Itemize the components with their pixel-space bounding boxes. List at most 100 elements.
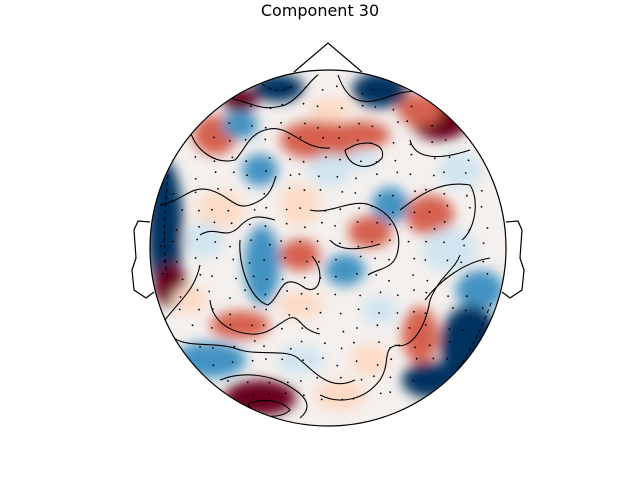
sensor-dot-272: [360, 378, 363, 381]
sensor-dot-131: [214, 241, 217, 243]
sensor-dot-253: [251, 359, 254, 362]
field-region-29: [402, 307, 438, 363]
sensor-dot-254: [265, 358, 267, 360]
contour-line-9: [329, 239, 381, 250]
sensor-dot-251: [212, 364, 215, 367]
contour-line-12: [169, 334, 356, 385]
contour-line-0: [159, 175, 277, 207]
sensor-dot-82: [319, 189, 322, 191]
sensor-dot-174: [303, 276, 306, 279]
sensor-dot-214: [396, 312, 399, 314]
sensor-dot-16: [228, 122, 231, 124]
sensor-dot-200: [447, 295, 449, 297]
sensor-dot-44: [231, 156, 234, 159]
sensor-dot-6: [250, 105, 252, 108]
sensor-dot-211: [339, 312, 342, 315]
sensor-dot-150: [215, 257, 218, 259]
sensor-dot-31: [264, 138, 267, 141]
sensor-dot-116: [285, 222, 288, 225]
sensor-dot-101: [339, 208, 342, 211]
sensor-dot-263: [432, 357, 435, 360]
sensor-dot-164: [460, 261, 463, 264]
field-region-28: [456, 270, 504, 310]
sensor-dot-232: [408, 327, 411, 329]
sensor-dot-102: [358, 207, 360, 210]
contour-line-5: [344, 142, 384, 167]
sensor-dot-216: [424, 312, 427, 315]
sensor-dot-221: [210, 327, 213, 329]
sensor-dot-171: [252, 275, 255, 278]
sensor-dot-234: [448, 328, 451, 331]
sensor-dot-194: [334, 293, 337, 296]
contour-line-1: [189, 128, 331, 162]
field-region-20: [348, 216, 392, 248]
sensor-dot-109: [480, 206, 483, 208]
sensor-dot-12: [361, 104, 364, 107]
sensor-dot-281: [341, 398, 344, 401]
sensor-dot-179: [388, 279, 390, 282]
sensor-dot-270: [316, 376, 319, 379]
sensor-dot-173: [281, 278, 284, 281]
sensor-dot-197: [396, 294, 399, 297]
sensor-dot-192: [300, 292, 303, 295]
sensor-dot-167: [181, 278, 184, 281]
sensor-dot-128: [159, 245, 162, 248]
sensor-dot-226: [301, 327, 304, 329]
sensor-dot-52: [375, 161, 378, 163]
sensor-dot-140: [371, 240, 373, 243]
sensor-dot-142: [407, 240, 410, 243]
sensor-dot-187: [208, 290, 211, 293]
sensor-dot-25: [397, 121, 399, 123]
sensor-dot-153: [263, 259, 265, 261]
sensor-dot-129: [172, 240, 175, 243]
sensor-dot-69: [396, 171, 399, 174]
sensor-dot-75: [194, 191, 197, 194]
sensor-dot-61: [246, 174, 248, 177]
sensor-dot-259: [355, 360, 358, 363]
contour-line-6: [199, 216, 276, 236]
activation-field: [150, 70, 506, 426]
sensor-dot-156: [318, 260, 320, 263]
sensor-dot-218: [464, 309, 467, 312]
sensor-dot-122: [389, 223, 391, 226]
field-region-32: [362, 296, 398, 324]
sensor-dot-183: [466, 275, 469, 278]
sensor-dot-63: [289, 174, 292, 177]
contour-line-13: [319, 344, 401, 401]
sensor-dot-245: [353, 341, 355, 344]
sensor-dot-143: [425, 240, 427, 243]
sensor-dot-9: [302, 102, 305, 105]
sensor-dot-178: [375, 274, 378, 276]
sensor-dot-266: [246, 381, 249, 384]
sensor-dot-241: [289, 348, 292, 350]
field-region-31: [402, 362, 458, 398]
sensor-dot-223: [251, 324, 253, 327]
sensor-dot-28: [213, 136, 215, 139]
sensor-dot-231: [397, 327, 399, 330]
sensor-dot-23: [358, 122, 360, 125]
sensor-dot-93: [198, 209, 200, 212]
sensor-dot-8: [281, 103, 284, 106]
contour-line-14: [394, 254, 461, 347]
sensor-dot-250: [448, 340, 451, 343]
sensor-dot-81: [303, 189, 306, 192]
sensor-dot-95: [227, 209, 230, 212]
sensor-dot-47: [289, 158, 291, 161]
sensor-dot-118: [321, 221, 323, 224]
sensor-dot-175: [319, 277, 322, 279]
sensor-dot-208: [288, 314, 291, 316]
sensor-dot-92: [181, 209, 184, 211]
sensor-dot-120: [356, 221, 359, 223]
sensor-dot-38: [392, 142, 395, 144]
sensor-dot-148: [175, 261, 178, 263]
sensor-dot-144: [443, 241, 445, 244]
sensor-dot-97: [265, 206, 268, 209]
sensor-dot-138: [339, 242, 341, 245]
sensor-dot-275: [412, 379, 415, 382]
sensor-dot-246: [378, 341, 380, 343]
right-ear-outline: [501, 220, 525, 299]
sensor-dot-96: [253, 209, 256, 211]
sensor-dot-5: [371, 88, 374, 91]
sensor-dot-244: [340, 347, 343, 350]
